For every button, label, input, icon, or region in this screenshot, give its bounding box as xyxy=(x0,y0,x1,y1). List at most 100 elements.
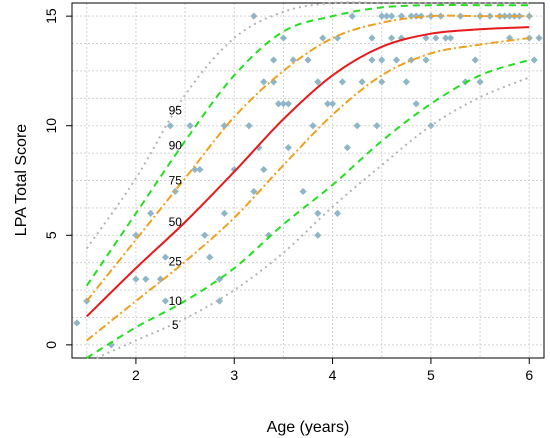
percentile-label-50: 50 xyxy=(169,215,183,229)
data-point xyxy=(432,34,440,42)
data-point xyxy=(353,122,361,130)
data-point xyxy=(333,34,342,42)
y-tick-label: 15 xyxy=(43,8,59,24)
x-tick-label: 2 xyxy=(132,367,140,383)
data-point xyxy=(535,34,543,42)
data-point xyxy=(279,100,288,108)
y-axis-title: LPA Total Score xyxy=(13,124,30,236)
data-point xyxy=(422,34,430,42)
data-point xyxy=(196,165,204,174)
data-point xyxy=(230,165,238,174)
percentile-labels: 95 90 75 50 25 10 5 xyxy=(169,103,183,332)
data-point xyxy=(215,297,224,305)
data-point xyxy=(358,78,366,86)
data-point xyxy=(206,253,214,261)
data-point xyxy=(142,275,150,283)
percentile-curve-50 xyxy=(86,26,530,318)
percentile-label-5: 5 xyxy=(172,318,179,332)
data-point xyxy=(328,100,337,108)
data-point xyxy=(348,12,356,20)
data-point xyxy=(161,297,170,305)
percentile-label-75: 75 xyxy=(169,174,183,188)
data-point xyxy=(265,231,273,239)
data-point xyxy=(73,319,81,327)
data-point xyxy=(304,56,312,64)
data-point xyxy=(299,187,307,196)
data-point xyxy=(378,78,386,86)
data-point xyxy=(166,122,174,130)
data-point xyxy=(274,100,283,108)
data-point xyxy=(314,209,322,217)
data-point xyxy=(412,12,420,20)
grid-lines xyxy=(72,3,544,358)
data-point xyxy=(343,144,351,152)
data-point xyxy=(373,122,381,130)
data-point xyxy=(530,56,538,64)
data-point xyxy=(437,12,445,20)
x-axis-title: Age (years) xyxy=(267,419,350,436)
x-axis: 2 3 4 5 6 xyxy=(132,358,533,383)
data-point xyxy=(505,12,514,20)
data-point xyxy=(392,56,401,64)
data-point xyxy=(132,275,140,283)
data-point xyxy=(387,34,396,42)
data-point xyxy=(284,100,292,108)
data-point xyxy=(269,78,278,86)
data-point xyxy=(456,12,465,20)
data-point xyxy=(156,275,165,283)
data-point xyxy=(289,56,297,64)
data-point xyxy=(402,78,410,86)
percentile-label-90: 90 xyxy=(169,138,183,152)
data-point xyxy=(314,231,322,239)
percentile-label-25: 25 xyxy=(169,255,183,269)
data-point xyxy=(427,122,435,130)
x-tick-label: 3 xyxy=(230,367,238,383)
data-point xyxy=(319,34,327,42)
data-point xyxy=(260,165,268,174)
data-point xyxy=(471,56,479,64)
data-point xyxy=(505,34,514,42)
data-point xyxy=(220,209,229,217)
data-point xyxy=(147,209,155,217)
percentile-curve-90 xyxy=(85,4,530,287)
y-tick-label: 0 xyxy=(43,341,59,349)
data-point xyxy=(442,34,450,42)
data-point xyxy=(201,231,209,239)
data-point xyxy=(324,100,332,108)
data-point xyxy=(383,12,391,20)
percentile-curve-5 xyxy=(96,76,530,359)
percentile-curve-75 xyxy=(85,14,530,302)
data-point xyxy=(387,12,396,20)
data-point xyxy=(368,34,376,42)
data-point xyxy=(186,122,194,130)
data-point xyxy=(309,122,317,130)
data-point xyxy=(314,78,322,86)
data-point xyxy=(250,12,258,20)
y-tick-label: 5 xyxy=(43,231,59,239)
percentile-curves xyxy=(85,1,530,359)
data-point xyxy=(215,275,224,283)
y-axis: 0 5 10 15 xyxy=(43,8,72,349)
data-point xyxy=(476,78,484,86)
data-point xyxy=(284,144,292,152)
data-point xyxy=(245,122,253,130)
data-point xyxy=(412,100,420,108)
data-point xyxy=(191,165,199,174)
data-point xyxy=(486,12,494,20)
data-point xyxy=(333,209,342,217)
percentile-curve-10 xyxy=(86,59,530,359)
data-point xyxy=(378,12,386,20)
data-point xyxy=(446,34,455,42)
y-tick-label: 10 xyxy=(43,118,59,134)
data-point xyxy=(269,56,278,64)
data-point xyxy=(501,12,509,20)
x-tick-label: 4 xyxy=(329,367,337,383)
data-point xyxy=(427,12,435,20)
data-point xyxy=(250,187,258,196)
percentile-curve-95 xyxy=(85,1,530,250)
data-point xyxy=(220,122,229,130)
x-tick-label: 6 xyxy=(525,367,533,383)
data-point xyxy=(368,56,376,64)
data-point xyxy=(378,56,386,64)
